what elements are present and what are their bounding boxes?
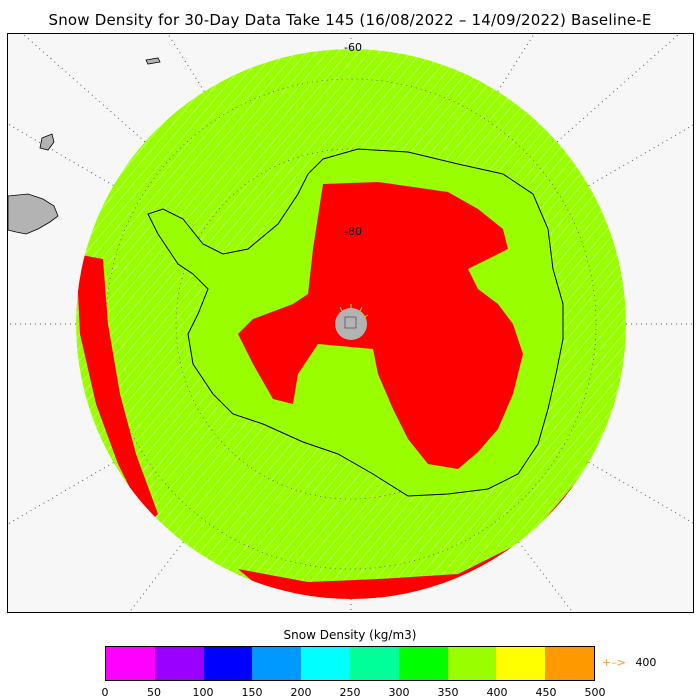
land-outside [8,57,161,235]
lat-label-80: -80 [344,225,362,238]
colorbar-tick-label: 250 [339,686,361,699]
colorbar-ticks: 0 50 100 150 200 250 300 350 400 450 500 [0,686,700,700]
polar-map-svg: -60 -80 [8,34,693,612]
pole-hole [335,308,367,340]
pole-marker [344,316,357,329]
colorbar-tick-label: 350 [437,686,459,699]
colorbar-segment [545,647,594,680]
colorbar-title: Snow Density (kg/m3) [283,628,417,642]
colorbar-segment [349,647,399,680]
colorbar-segment [252,647,302,680]
colorbar-segment [301,647,350,680]
lat-label-60: -60 [344,41,362,54]
overflow-label: 400 [635,656,657,669]
colorbar-tick-label: 50 [147,686,161,699]
polar-map: -60 -80 [7,33,694,613]
map-title: Snow Density for 30-Day Data Take 145 (1… [48,11,652,29]
pole-rays [339,304,369,318]
colorbar-tick-label: 200 [290,686,312,699]
high-density-west-edge [76,254,158,524]
colorbar-tick-label: 0 [101,686,109,699]
colorbar-segment [496,647,546,680]
colorbar-tick-label: 500 [584,686,606,699]
colorbar [105,646,595,681]
colorbar-segment [106,647,155,680]
colorbar-tick-label: 400 [486,686,508,699]
overflow-arrow-icon: +–> [602,656,626,669]
colorbar-tick-label: 300 [388,686,410,699]
colorbar-tick-label: 100 [192,686,214,699]
colorbar-segment [203,647,253,680]
overflow-legend: +–> 400 [602,656,656,669]
high-density-interior [238,182,523,469]
colorbar-tick-label: 150 [241,686,263,699]
colorbar-segment [447,647,497,680]
colorbar-segment [154,647,204,680]
colorbar-tick-label: 450 [535,686,557,699]
colorbar-segment [398,647,448,680]
